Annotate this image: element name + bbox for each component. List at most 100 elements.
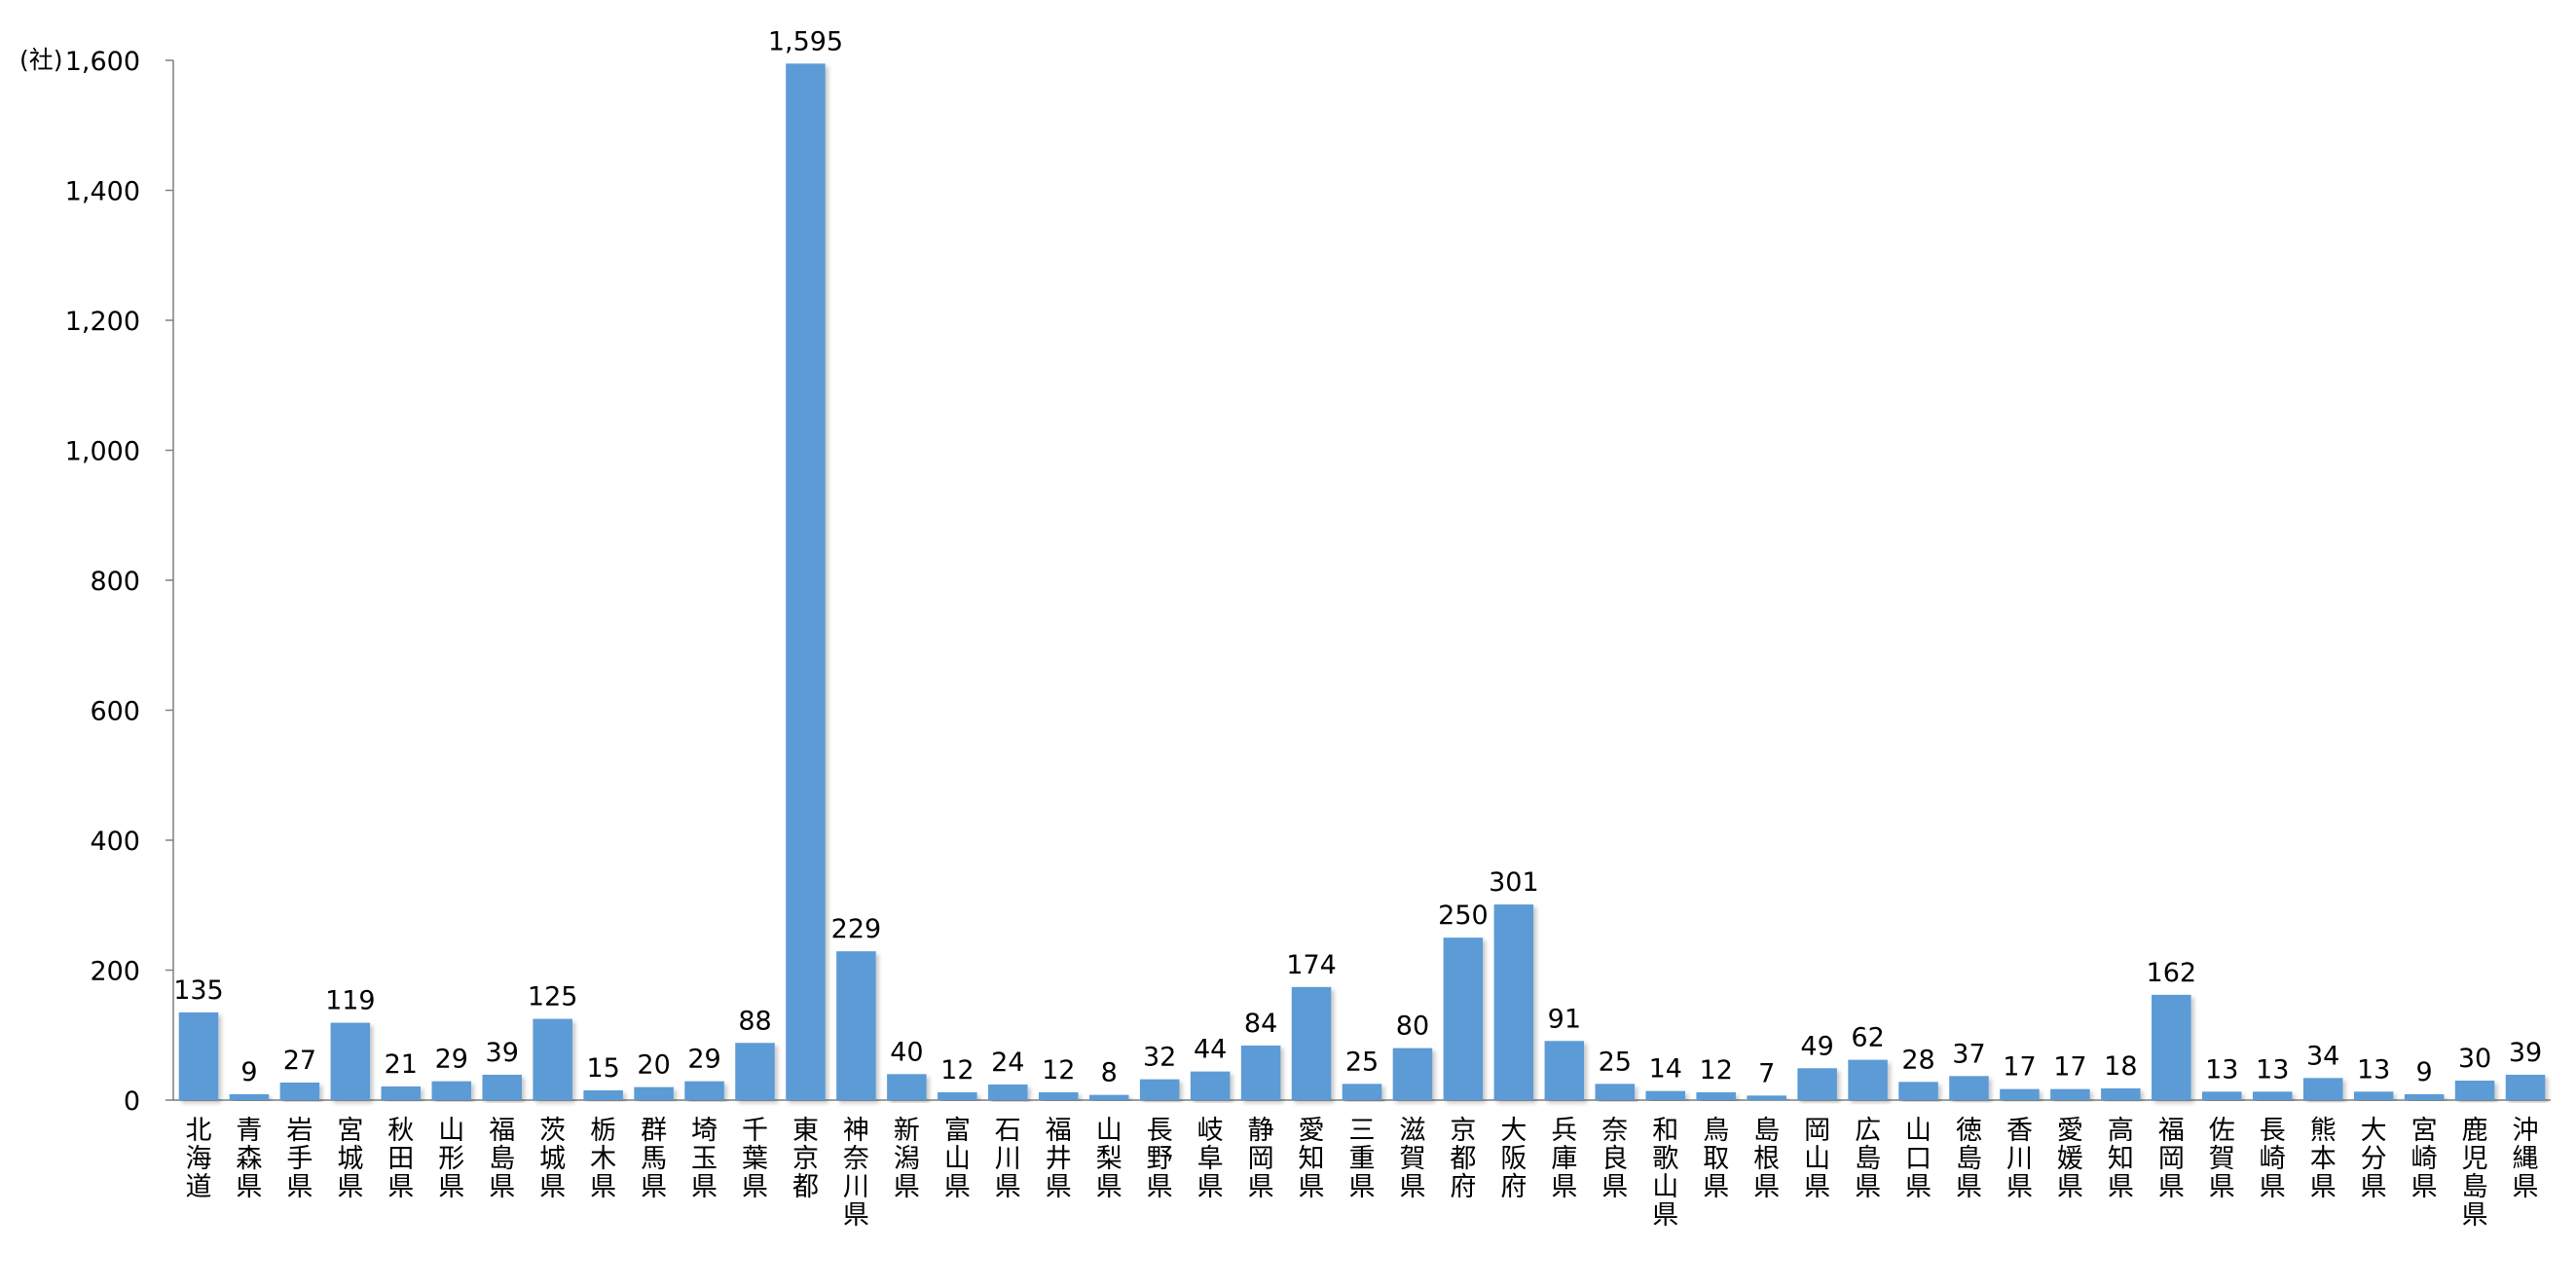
x-tick-label: 岐阜県 — [1197, 1116, 1224, 1202]
x-tick-label: 北海道 — [185, 1116, 211, 1202]
x-tick-label: 京都府 — [1450, 1116, 1476, 1202]
x-tick-label: 山口県 — [1905, 1116, 1932, 1202]
data-label: 30 — [2458, 1044, 2491, 1074]
data-label: 8 — [1101, 1058, 1118, 1088]
x-tick-label: 千葉県 — [742, 1116, 768, 1202]
x-tick-label: 和歌山県 — [1652, 1116, 1678, 1231]
y-tick-label: 600 — [90, 697, 140, 727]
data-label: 39 — [486, 1038, 519, 1068]
bar — [2101, 1087, 2141, 1100]
bar — [482, 1074, 522, 1100]
bar — [938, 1091, 977, 1100]
data-label: 7 — [1758, 1058, 1775, 1088]
y-tick-label: 1,400 — [65, 177, 140, 207]
data-label: 84 — [1244, 1009, 1277, 1039]
x-axis-labels: 北海道青森県岩手県宮城県秋田県山形県福島県茨城県栃木県群馬県埼玉県千葉県東京都神… — [185, 1116, 2538, 1231]
data-label: 62 — [1851, 1023, 1884, 1053]
y-tick-label: 800 — [90, 567, 140, 597]
bar — [1797, 1068, 1837, 1100]
data-label: 17 — [2003, 1052, 2036, 1083]
bar — [2505, 1074, 2546, 1100]
data-label: 17 — [2053, 1052, 2086, 1083]
data-label: 13 — [2256, 1054, 2289, 1085]
bar — [381, 1086, 422, 1100]
bar — [330, 1022, 371, 1100]
bars — [178, 63, 2546, 1100]
data-label: 25 — [1345, 1047, 1379, 1077]
bar — [279, 1082, 320, 1100]
bar — [1949, 1076, 1989, 1100]
bar — [1088, 1094, 1129, 1100]
data-label: 301 — [1489, 867, 1539, 898]
bar — [1747, 1095, 1786, 1100]
bar — [1595, 1084, 1636, 1100]
x-tick-label: 滋賀県 — [1399, 1116, 1425, 1202]
data-label: 9 — [240, 1057, 257, 1087]
bar — [1342, 1084, 1382, 1100]
data-label: 24 — [991, 1048, 1024, 1078]
data-label: 37 — [1952, 1039, 1985, 1069]
data-label: 29 — [687, 1045, 720, 1075]
x-tick-label: 福島県 — [489, 1116, 515, 1202]
data-label: 28 — [1901, 1045, 1934, 1075]
bar — [836, 951, 876, 1100]
x-tick-label: 東京都 — [792, 1116, 819, 1202]
x-tick-label: 徳島県 — [1956, 1116, 1982, 1202]
x-tick-label: 埼玉県 — [691, 1116, 718, 1202]
data-label: 34 — [2306, 1041, 2339, 1071]
data-label: 91 — [1548, 1004, 1581, 1034]
y-tick-label: 1,000 — [65, 437, 140, 467]
data-label: 18 — [2104, 1051, 2137, 1082]
bar — [1190, 1071, 1231, 1100]
y-tick-label: 1,600 — [65, 47, 140, 77]
x-tick-label: 宮城県 — [337, 1116, 363, 1202]
x-tick-label: 奈良県 — [1601, 1116, 1628, 1202]
x-tick-label: 愛媛県 — [2057, 1116, 2083, 1202]
bar — [229, 1093, 270, 1100]
bar — [786, 63, 826, 1100]
data-label: 49 — [1800, 1031, 1833, 1061]
bar — [684, 1081, 724, 1100]
data-label: 162 — [2147, 958, 2197, 988]
x-tick-label: 鹿児島県 — [2462, 1116, 2488, 1231]
bar — [178, 1012, 219, 1100]
bar — [2353, 1091, 2394, 1100]
x-tick-label: 鳥取県 — [1703, 1116, 1729, 1202]
data-label: 125 — [528, 982, 578, 1012]
bar — [1898, 1082, 1938, 1100]
x-tick-label: 静岡県 — [1248, 1116, 1274, 1202]
y-tick-label: 1,200 — [65, 307, 140, 337]
bar — [1443, 938, 1484, 1100]
data-label: 44 — [1194, 1035, 1227, 1065]
x-tick-label: 島根県 — [1753, 1116, 1780, 1202]
y-tick-label: 400 — [90, 827, 140, 857]
x-tick-label: 福岡県 — [2158, 1116, 2185, 1202]
bar — [1038, 1091, 1079, 1100]
data-labels: 135 9 27 119 21 29 39 125 15 20 29 88 1,595 229 40 12 24… — [173, 26, 2542, 1088]
bar — [735, 1043, 775, 1100]
x-tick-label: 愛知県 — [1299, 1116, 1325, 1202]
x-tick-label: 岩手県 — [286, 1116, 313, 1202]
x-tick-label: 三重県 — [1349, 1116, 1376, 1202]
data-label: 21 — [385, 1049, 418, 1080]
data-label: 119 — [325, 986, 376, 1016]
x-tick-label: 長崎県 — [2260, 1116, 2286, 1202]
data-label: 12 — [1700, 1055, 1733, 1086]
x-tick-label: 広島県 — [1855, 1116, 1881, 1202]
x-tick-label: 神奈川県 — [843, 1116, 869, 1231]
data-label: 32 — [1143, 1043, 1176, 1073]
bar — [2050, 1088, 2090, 1100]
data-label: 174 — [1286, 950, 1337, 980]
x-tick-label: 兵庫県 — [1551, 1116, 1577, 1202]
data-label: 14 — [1649, 1054, 1682, 1085]
data-label: 13 — [2205, 1054, 2238, 1085]
x-tick-label: 山形県 — [438, 1116, 464, 1202]
data-label: 25 — [1599, 1047, 1632, 1077]
data-label: 9 — [2416, 1057, 2433, 1087]
bar — [887, 1074, 927, 1100]
data-label: 15 — [586, 1053, 619, 1084]
x-tick-label: 岡山県 — [1804, 1116, 1830, 1202]
data-label: 229 — [831, 914, 882, 944]
